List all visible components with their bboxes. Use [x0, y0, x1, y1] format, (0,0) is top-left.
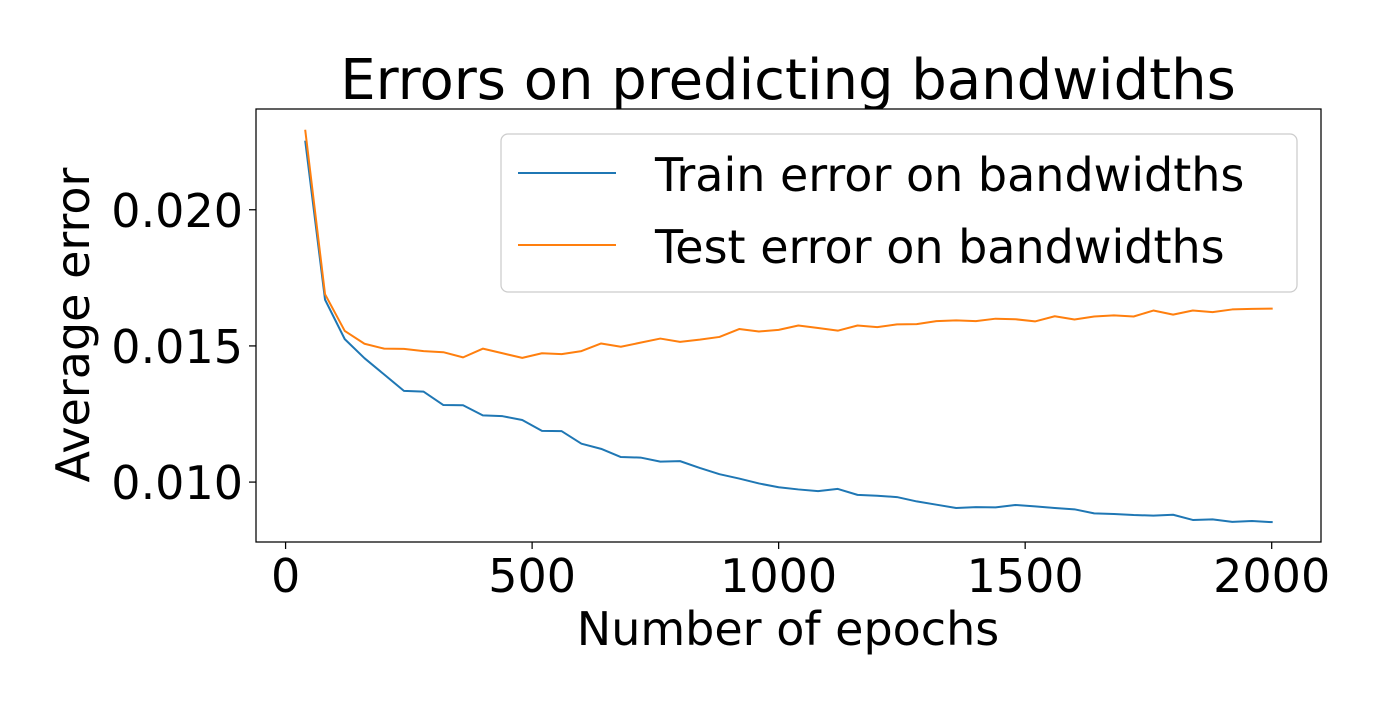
x-tick-label: 1500: [967, 549, 1084, 603]
series-lines: [304, 129, 1273, 524]
legend-label-train: Train error on bandwidths: [654, 148, 1244, 202]
train-error-line: [304, 140, 1273, 524]
chart-title: Errors on predicting bandwidths: [340, 48, 1236, 113]
y-tick-label: 0.010: [111, 456, 243, 510]
y-tick-label: 0.020: [111, 184, 243, 238]
x-tick-label: 1000: [720, 549, 837, 603]
test-error-line: [304, 129, 1273, 359]
y-axis: 0.010 0.015 0.020: [111, 184, 256, 510]
legend-box: [500, 133, 1298, 293]
legend: Train error on bandwidths Test error on …: [500, 133, 1298, 293]
y-axis-label: Average error: [46, 167, 100, 482]
y-tick-label: 0.015: [111, 320, 243, 374]
x-axis: 0 500 1000 1500 2000: [271, 542, 1330, 603]
x-tick-label: 500: [488, 549, 576, 603]
x-axis-label: Number of epochs: [577, 602, 999, 656]
legend-label-test: Test error on bandwidths: [654, 220, 1225, 274]
x-tick-label: 0: [271, 549, 300, 603]
x-tick-label: 2000: [1213, 549, 1330, 603]
